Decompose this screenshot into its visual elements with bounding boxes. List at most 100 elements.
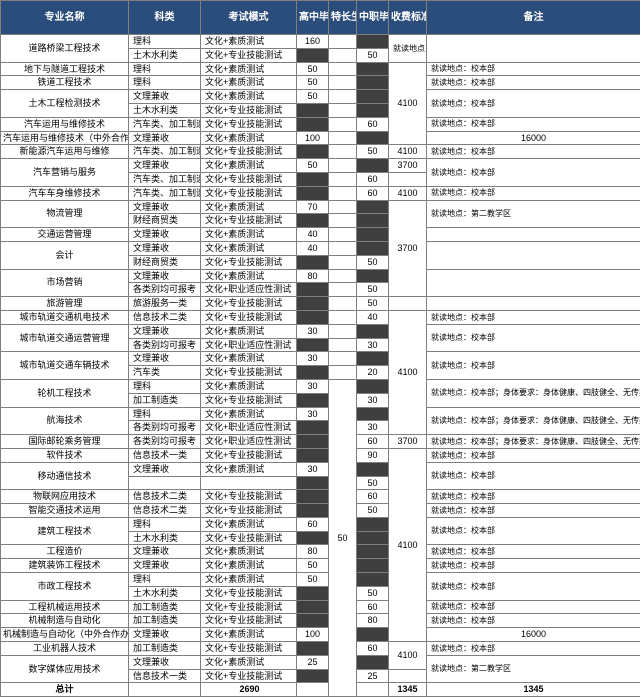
cell: 汽车类、加工制造类 <box>129 117 201 131</box>
cell: 30 <box>357 393 389 407</box>
cell: 80 <box>357 614 389 628</box>
table-row: 铁道工程技术理科文化+素质测试50就读地点：校本部 <box>1 76 640 90</box>
major-cell: 汽车运用与维修技术（中外合作办学） <box>1 131 129 145</box>
cell: 文化+素质测试 <box>201 573 297 587</box>
cell: 信息技术二类 <box>129 310 201 324</box>
cell <box>357 628 389 642</box>
table-row: 市政工程技术理科文化+素质测试50就读地点：校本部 <box>1 573 640 587</box>
table-row: 汽车运用与维修技术（中外合作办学）文理兼收文化+素质测试10016000就读地点… <box>1 131 640 145</box>
cell: 财经商贸类 <box>129 255 201 269</box>
cell: 文化+专业技能测试 <box>201 117 297 131</box>
cell <box>357 352 389 366</box>
major-cell: 汽车营销与服务 <box>1 159 129 187</box>
cell: 50 <box>297 76 329 90</box>
cell: 文化+素质测试 <box>201 379 297 393</box>
cell: 60 <box>357 490 389 504</box>
cell <box>329 228 357 242</box>
cell: 60 <box>357 435 389 449</box>
cell <box>297 214 329 228</box>
cell <box>329 117 357 131</box>
major-cell: 汽车车身维修技术 <box>1 186 129 200</box>
table-row: 建筑装饰工程技术文理兼收文化+素质测试50就读地点：校本部 <box>1 559 640 573</box>
cell <box>297 490 329 504</box>
note-cell: 就读地点：校本部 <box>427 90 640 118</box>
cell: 财经商贸类 <box>129 214 201 228</box>
cell: 各类别均可报考 <box>129 283 201 297</box>
cell: 文化+素质测试 <box>201 628 297 642</box>
cell: 文化+专业技能测试 <box>201 366 297 380</box>
cell <box>329 103 357 117</box>
cell: 各类别均可报考 <box>129 338 201 352</box>
fee-cell: 3700 <box>389 200 427 297</box>
cell: 文化+专业技能测试 <box>201 310 297 324</box>
table-row: 交通运营管理文理兼收文化+素质测试40 <box>1 228 640 242</box>
note-cell: 就读地点：第二教学区 <box>427 200 640 228</box>
cell <box>297 283 329 297</box>
cell: 信息技术二类 <box>129 490 201 504</box>
cell <box>297 642 329 656</box>
note-cell: 就读地点：校本部 <box>427 145 640 159</box>
major-cell: 道路桥梁工程技术 <box>1 35 129 63</box>
cell: 30 <box>297 324 329 338</box>
table-row: 新能源汽车运用与维修汽车类、加工制造类文化+专业技能测试504100就读地点：校… <box>1 145 640 159</box>
cell: 汽车类、加工制造类 <box>129 172 201 186</box>
cell: 文化+专业技能测试 <box>201 172 297 186</box>
table-body: 道路桥梁工程技术理科文化+素质测试160就读地点：校本部土木水利类文化+专业技能… <box>1 35 640 697</box>
cell <box>357 573 389 587</box>
cell <box>357 379 389 393</box>
cell: 文化+素质测试 <box>201 62 297 76</box>
cell: 信息技术二类 <box>129 504 201 518</box>
note-cell: 就读地点：校本部；身体要求：身体健康、四肢健全、无传染性疾病、且双眼裸视力 4.… <box>427 407 640 435</box>
cell <box>297 669 329 683</box>
cell <box>357 228 389 242</box>
cell <box>329 338 357 352</box>
cell: 汽车类、加工制造类 <box>129 186 201 200</box>
cell: 60 <box>297 517 329 531</box>
cell: 文化+专业技能测试 <box>201 255 297 269</box>
cell <box>297 186 329 200</box>
cell: 各类别均可报考 <box>129 435 201 449</box>
note-cell: 就读地点：校本部；身体要求：身体健康、四肢健全、无传染性疾病；英语成绩、特色金含… <box>427 435 640 449</box>
cell <box>357 545 389 559</box>
cell <box>201 476 297 490</box>
cell: 文化+素质测试 <box>201 462 297 476</box>
fee-cell: 3700 <box>389 159 427 173</box>
major-cell: 机械制造与自动化 <box>1 614 129 628</box>
cell: 加工制造类 <box>129 642 201 656</box>
cell: 加工制造类 <box>129 600 201 614</box>
table-row: 物流管理文理兼收文化+素质测试703700就读地点：第二教学区 <box>1 200 640 214</box>
cell <box>329 366 357 380</box>
note-cell: 就读地点：校本部 <box>427 462 640 490</box>
cell <box>329 35 357 49</box>
cell: 文理兼收 <box>129 559 201 573</box>
cell: 50 <box>297 62 329 76</box>
cell <box>329 255 357 269</box>
col-sp: 特长生 <box>329 1 357 35</box>
cell <box>329 48 357 62</box>
cell: 加工制造类 <box>129 393 201 407</box>
cell: 文化+素质测试 <box>201 76 297 90</box>
cell: 文化+素质测试 <box>201 131 297 145</box>
table-row: 数字媒体应用技术文理兼收文化+素质测试25就读地点：第二教学区 <box>1 655 640 669</box>
cell <box>329 90 357 104</box>
cell <box>357 559 389 573</box>
table-row: 汽车运用与维修技术汽车类、加工制造类文化+专业技能测试60就读地点：校本部 <box>1 117 640 131</box>
cell: 100 <box>297 628 329 642</box>
cell <box>297 614 329 628</box>
cell: 50 <box>297 573 329 587</box>
fee-cell: 16000 <box>427 628 640 642</box>
major-cell: 航海技术 <box>1 407 129 435</box>
major-cell: 铁道工程技术 <box>1 76 129 90</box>
cell: 理科 <box>129 62 201 76</box>
table-row: 移动通信技术文理兼收文化+素质测试30就读地点：校本部 <box>1 462 640 476</box>
cell: 50 <box>297 159 329 173</box>
cell: 文化+素质测试 <box>201 655 297 669</box>
cell: 40 <box>357 310 389 324</box>
cell: 80 <box>297 269 329 283</box>
cell: 文化+专业技能测试 <box>201 490 297 504</box>
note-cell: 就读地点：校本部 <box>427 76 640 90</box>
major-cell: 软件技术 <box>1 448 129 462</box>
note-cell: 就读地点：校本部 <box>427 490 640 504</box>
cell: 文化+素质测试 <box>201 200 297 214</box>
cell: 文化+素质测试 <box>201 352 297 366</box>
